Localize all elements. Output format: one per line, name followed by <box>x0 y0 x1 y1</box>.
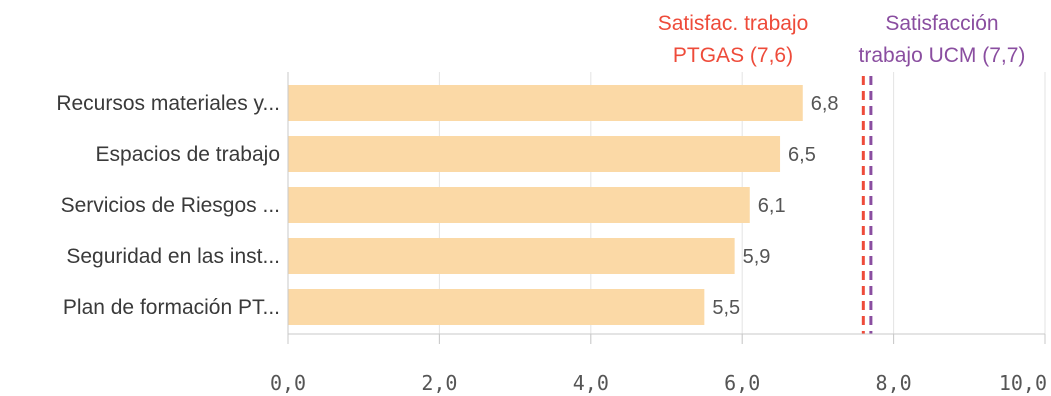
category-label-1: Espacios de trabajo <box>96 143 280 166</box>
reference-label-1-line-0: Satisfacción <box>885 12 998 35</box>
value-label-4: 5,5 <box>712 297 740 319</box>
x-tick-label-3: 6,0 <box>724 371 760 395</box>
bar-2 <box>288 187 750 223</box>
x-tick-label-4: 8,0 <box>876 371 912 395</box>
category-label-3: Seguridad en las inst... <box>66 245 280 268</box>
value-label-1: 6,5 <box>788 144 816 166</box>
category-label-2: Servicios de Riesgos ... <box>61 194 280 217</box>
value-label-3: 5,9 <box>743 246 771 268</box>
value-label-2: 6,1 <box>758 195 786 217</box>
bar-4 <box>288 289 705 325</box>
bar-0 <box>288 85 803 121</box>
x-tick-label-0: 0,0 <box>270 371 306 395</box>
x-tick-label-1: 2,0 <box>421 371 457 395</box>
x-tick-label-2: 4,0 <box>573 371 609 395</box>
category-label-4: Plan de formación PT... <box>63 296 280 319</box>
bar-3 <box>288 238 735 274</box>
reference-label-0-line-0: Satisfac. trabajo <box>658 12 809 35</box>
value-label-0: 6,8 <box>811 93 839 115</box>
reference-label-0-line-1: PTGAS (7,6) <box>673 44 793 67</box>
x-tick-label-5: 10,0 <box>999 371 1047 395</box>
reference-label-1-line-1: trabajo UCM (7,7) <box>859 44 1026 67</box>
category-label-0: Recursos materiales y... <box>56 92 280 115</box>
bar-1 <box>288 136 781 172</box>
